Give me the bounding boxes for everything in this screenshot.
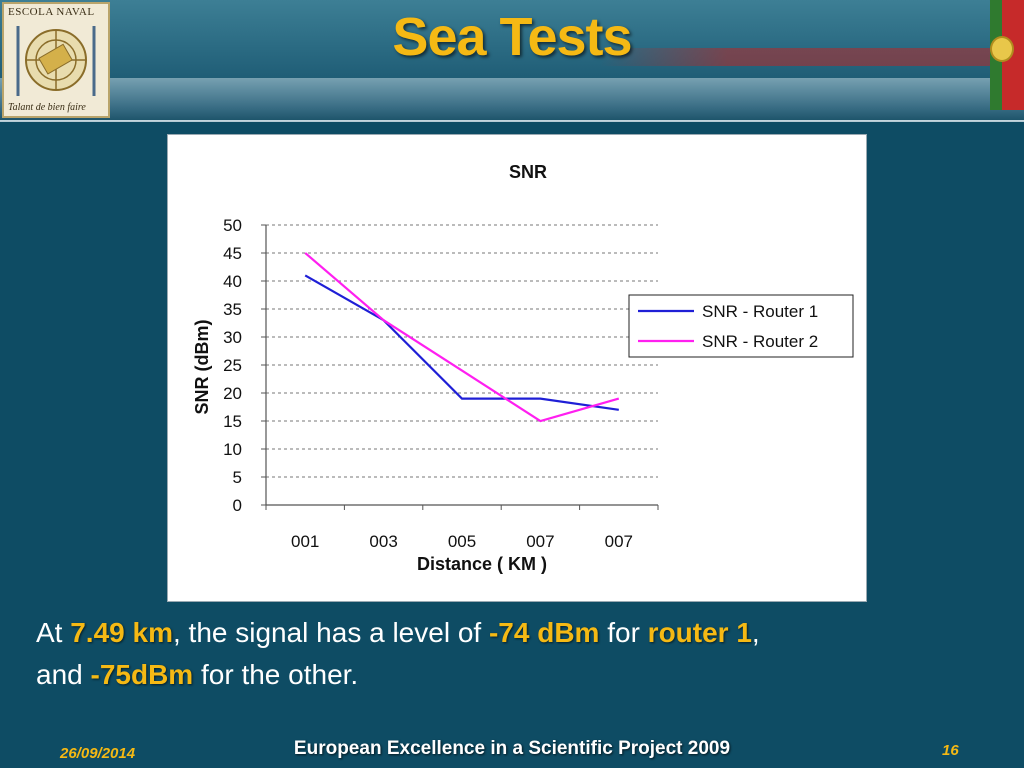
slide-caption: At 7.49 km, the signal has a level of -7…	[36, 612, 990, 696]
caption-text: At	[36, 617, 70, 648]
banner-wave	[0, 78, 1024, 122]
chart-title: SNR	[509, 162, 547, 182]
caption-text: and	[36, 659, 91, 690]
footer-title: European Excellence in a Scientific Proj…	[0, 738, 1024, 760]
caption-highlight-level: -74 dBm	[489, 617, 599, 648]
banner-separator	[0, 120, 1024, 122]
caption-line-2: and -75dBm for the other.	[36, 654, 990, 696]
y-tick-label: 40	[223, 272, 242, 291]
x-tick-label: 005	[448, 532, 476, 551]
x-tick-label: 007	[526, 532, 554, 551]
legend-label: SNR - Router 2	[702, 332, 818, 351]
y-tick-label: 35	[223, 300, 242, 319]
y-axis-label: SNR (dBm)	[192, 320, 212, 415]
y-tick-label: 20	[223, 384, 242, 403]
x-tick-labels: 001 003 005 007 007	[291, 532, 633, 551]
y-tick-label: 50	[223, 216, 242, 235]
x-tick-label: 007	[605, 532, 633, 551]
caption-highlight-router: router 1	[648, 617, 752, 648]
y-tick-label: 15	[223, 412, 242, 431]
y-tick-label: 30	[223, 328, 242, 347]
chart-svg: SNR 0 5 10 15 20 25 30 35 40 45 50 001 003 005 007 007…	[168, 135, 866, 601]
snr-chart: SNR 0 5 10 15 20 25 30 35 40 45 50 001 003 005 007 007…	[167, 134, 867, 602]
logo-motto: Talant de bien faire	[8, 102, 86, 113]
legend-label: SNR - Router 1	[702, 302, 818, 321]
x-tick-label: 003	[369, 532, 397, 551]
caption-text: for the other.	[193, 659, 358, 690]
y-tick-label: 0	[233, 496, 242, 515]
series-line-router-1	[305, 275, 619, 409]
x-tick-label: 001	[291, 532, 319, 551]
y-tick-labels: 0 5 10 15 20 25 30 35 40 45 50	[223, 216, 242, 515]
caption-highlight-level-2: -75dBm	[91, 659, 194, 690]
caption-text: for	[599, 617, 647, 648]
page-number: 16	[942, 742, 959, 759]
slide-title: Sea Tests	[0, 6, 1024, 68]
caption-text: ,	[752, 617, 760, 648]
y-tick-label: 10	[223, 440, 242, 459]
y-tick-label: 25	[223, 356, 242, 375]
grid-lines	[261, 225, 658, 510]
x-axis-label: Distance ( KM )	[417, 554, 547, 574]
caption-highlight-distance: 7.49 km	[70, 617, 173, 648]
y-tick-label: 5	[233, 468, 242, 487]
chart-legend: SNR - Router 1 SNR - Router 2	[629, 295, 853, 357]
y-tick-label: 45	[223, 244, 242, 263]
caption-text: , the signal has a level of	[173, 617, 489, 648]
